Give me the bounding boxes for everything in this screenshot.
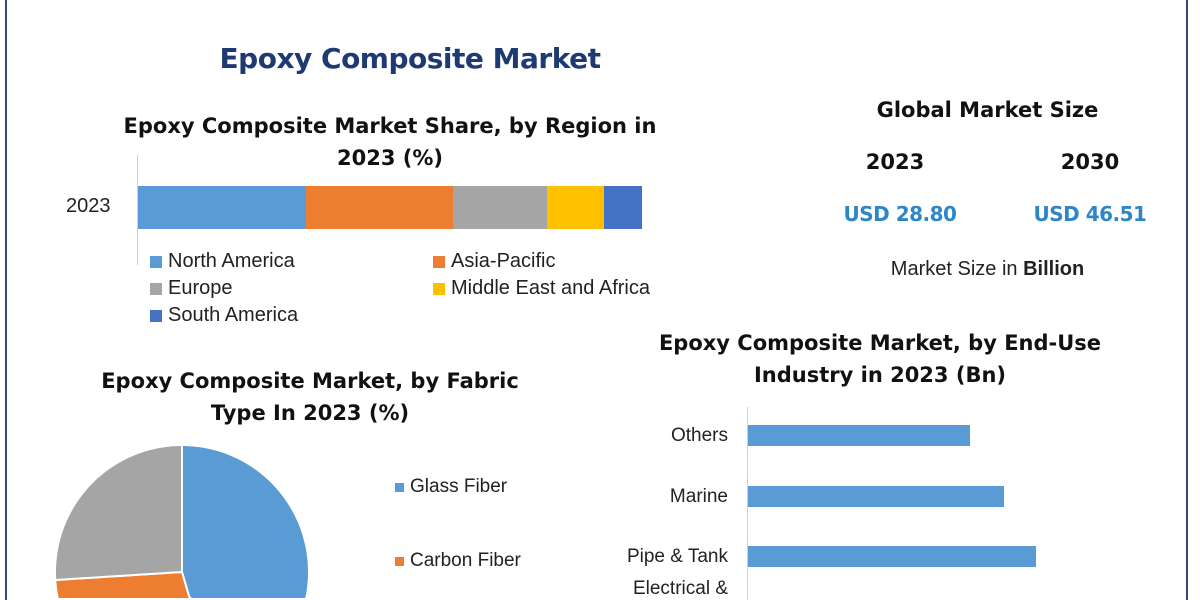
enduse-category-label: Electrical & [632, 578, 728, 599]
value-2030: USD 46.51 [1033, 202, 1147, 226]
legend-swatch [150, 282, 162, 295]
legend-label: Carbon Fiber [410, 550, 521, 571]
legend-item: South America [150, 304, 433, 327]
enduse-category-label: Marine [669, 485, 728, 507]
legend-swatch [150, 309, 162, 322]
enduse-category-label: Others [670, 425, 728, 446]
year-2023: 2023 [865, 150, 925, 174]
region-axis [137, 155, 138, 265]
legend-label: Glass Fiber [410, 476, 508, 497]
region-chart-title: Epoxy Composite Market Share, by Region … [123, 114, 657, 170]
unit-bold: Billion [1023, 258, 1085, 280]
legend-label: North America [168, 250, 295, 272]
legend-label: South America [168, 304, 299, 326]
legend-item: North America [150, 250, 433, 273]
region-segment-europe [452, 186, 548, 229]
unit-prefix: Market Size in [890, 258, 1018, 280]
legend-label: Europe [168, 277, 233, 299]
region-segment-middle-east-and-africa [547, 186, 605, 229]
enduse-bar-marine [748, 485, 1005, 507]
global-market-title: Global Market Size [876, 98, 1099, 122]
enduse-bar-pipe-tank [748, 546, 1036, 567]
legend-swatch [395, 482, 404, 492]
legend-swatch [433, 255, 445, 268]
enduse-category-label: Pipe & Tank [626, 546, 728, 567]
enduse-chart-title: Epoxy Composite Market, by End-Use Indus… [658, 331, 1102, 387]
enduse-bar-others [748, 425, 970, 446]
region-category-label: 2023 [66, 195, 111, 217]
enduse-axis [747, 407, 748, 600]
page-title: Epoxy Composite Market [219, 42, 601, 75]
legend-swatch [150, 255, 162, 268]
pie-slice-glass-fiber [181, 444, 310, 600]
year-2030: 2030 [1060, 150, 1120, 174]
fabric-pie-chart [54, 444, 310, 600]
pie-legend-item: Carbon Fiber [395, 550, 521, 572]
region-segment-south-america [604, 186, 642, 229]
market-size-unit: Market Size in Billion [820, 258, 1155, 281]
legend-label: Asia-Pacific [451, 250, 556, 272]
legend-item: Middle East and Africa [433, 277, 713, 300]
legend-swatch [433, 282, 445, 295]
region-stacked-bar [138, 186, 642, 229]
region-segment-asia-pacific [305, 186, 453, 229]
region-segment-north-america [138, 186, 306, 229]
infographic-frame [5, 0, 1188, 600]
pie-legend-item: Glass Fiber [395, 476, 521, 498]
value-2023: USD 28.80 [843, 202, 957, 226]
region-legend: North America Asia-Pacific Europe Middle Ea… [150, 250, 710, 327]
fabric-legend: Glass Fiber Carbon Fiber [395, 476, 521, 572]
legend-swatch [395, 556, 404, 566]
fabric-chart-title: Epoxy Composite Market, by Fabric Type I… [101, 369, 519, 425]
pie-slice-other [54, 444, 183, 582]
legend-item: Asia-Pacific [433, 250, 713, 273]
legend-item: Europe [150, 277, 433, 300]
legend-label: Middle East and Africa [451, 277, 650, 299]
